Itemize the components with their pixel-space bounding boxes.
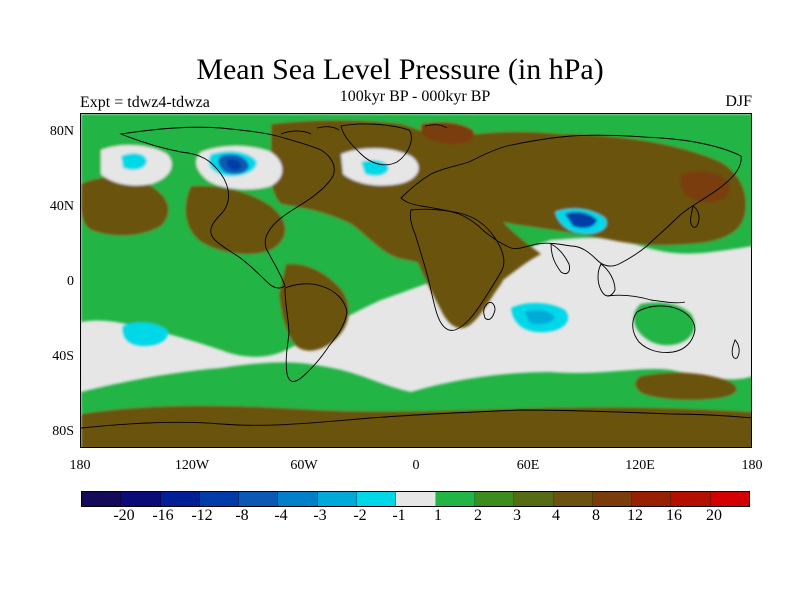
colorbar-label: 16 xyxy=(666,507,682,524)
colorbar-swatch xyxy=(514,492,554,506)
south-pacific-cyan-patch xyxy=(122,322,168,346)
colorbar-label: 20 xyxy=(706,507,722,524)
colorbar-label: -4 xyxy=(274,507,288,524)
greenland-cyan-patch xyxy=(361,160,389,176)
colorbar-swatch xyxy=(671,492,711,506)
coastline-indonesia xyxy=(606,294,686,304)
season-label: DJF xyxy=(725,93,752,110)
colorbar-swatch xyxy=(710,492,750,506)
arctic-dark-brown xyxy=(421,122,475,144)
east-asia-dark-brown xyxy=(680,171,730,203)
north-cyan-patch-1 xyxy=(121,153,147,170)
map-title: Mean Sea Level Pressure (in hPa) xyxy=(196,53,604,86)
x-axis-label-120e: 120E xyxy=(625,458,655,473)
colorbar-swatch xyxy=(160,492,200,506)
x-axis-label-60w: 60W xyxy=(290,458,318,473)
x-axis-label-180e: 180 xyxy=(741,458,763,473)
y-axis-label-40s: 40S xyxy=(52,349,74,364)
colorbar-label: 3 xyxy=(513,507,521,524)
tibet-blue-patch xyxy=(565,212,597,228)
coastlines xyxy=(81,123,751,429)
colorbar-label: -16 xyxy=(152,507,174,524)
pressure-map xyxy=(80,113,752,448)
colorbar-label: 8 xyxy=(592,507,600,524)
colorbar-swatch xyxy=(199,492,240,506)
south-america-brown xyxy=(279,263,349,351)
y-axis-label-0: 0 xyxy=(67,274,74,289)
australia-green xyxy=(633,302,695,346)
x-axis-label-180w: 180 xyxy=(69,458,91,473)
coastline-north-america xyxy=(119,126,335,289)
map-canvas xyxy=(81,114,751,447)
coastline-greenland xyxy=(340,123,412,166)
indian-ocean-blue-patch xyxy=(525,310,555,325)
colorbar-label: -12 xyxy=(191,507,213,524)
colorbar-swatch xyxy=(278,492,318,506)
coastline-europe-asia xyxy=(400,134,742,267)
colorbar-label: -2 xyxy=(353,507,367,524)
colorbar-swatch xyxy=(239,492,279,506)
pressure-field xyxy=(81,114,751,447)
coastline-australia xyxy=(632,305,696,353)
southern-ocean-brown xyxy=(81,405,751,447)
coastline-arctic-islands xyxy=(280,124,448,135)
colorbar-label: 1 xyxy=(434,507,442,524)
colorbar-swatch xyxy=(396,492,436,506)
colorbar-swatch xyxy=(632,492,672,506)
colorbar-label: -3 xyxy=(313,507,327,524)
colorbar-swatch xyxy=(553,492,593,506)
y-axis-label-80s: 80S xyxy=(52,424,74,439)
north-pacific-brown xyxy=(81,177,169,236)
coastline-africa xyxy=(409,208,505,331)
x-axis-label-120w: 120W xyxy=(174,458,210,473)
colorbar-swatch xyxy=(317,492,358,506)
colorbar-label: -20 xyxy=(113,507,135,524)
colorbar-swatch xyxy=(357,492,397,506)
coastline-new-zealand xyxy=(731,339,740,359)
x-axis-label-60e: 60E xyxy=(516,458,540,473)
colorbar-swatch xyxy=(121,492,161,506)
x-axis-label-0: 0 xyxy=(412,458,420,473)
coastline-india xyxy=(550,243,570,275)
coastline-south-america xyxy=(284,283,348,382)
colorbar-swatch xyxy=(82,492,122,506)
y-axis-label-80n: 80N xyxy=(49,124,74,139)
colorbar xyxy=(81,491,750,507)
coastline-madagascar xyxy=(483,301,496,321)
colorbar-swatch xyxy=(435,492,475,506)
experiment-label: Expt = tdwz4-tdwza xyxy=(80,94,210,111)
coastline-antarctica xyxy=(81,409,751,429)
colorbar-swatch xyxy=(592,492,633,506)
coastline-japan xyxy=(690,205,700,228)
north-dark-blue-patch xyxy=(227,159,242,171)
colorbar-label: 12 xyxy=(627,507,643,524)
colorbar-label: 4 xyxy=(552,507,560,524)
africa-brown xyxy=(411,212,506,329)
colorbar-label: 2 xyxy=(474,507,482,524)
y-axis-label-40n: 40N xyxy=(49,199,74,214)
map-subtitle: 100kyr BP - 000kyr BP xyxy=(339,88,491,105)
colorbar-label: -8 xyxy=(235,507,249,524)
colorbar-label: -1 xyxy=(392,507,406,524)
eurasia-brown xyxy=(401,131,746,246)
colorbar-swatch xyxy=(474,492,515,506)
australia-south-brown xyxy=(635,372,737,401)
north-america-brown xyxy=(185,185,286,255)
